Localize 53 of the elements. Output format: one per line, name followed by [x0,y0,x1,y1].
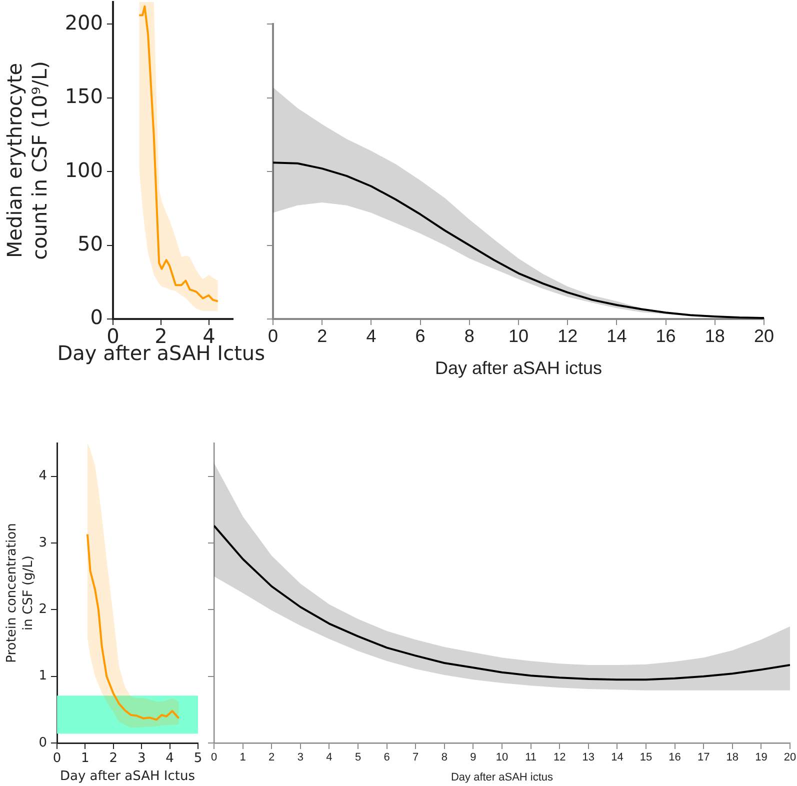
x-tick-label: 1 [240,752,246,764]
x-tick-label: 9 [470,752,476,764]
x-tick-label: 10 [496,752,508,764]
y-axis-title: Median erythrocyte count in CSF (10⁹/L) [2,61,52,260]
x-tick-label: 12 [553,752,566,764]
y-tick-label: 4 [38,468,47,484]
x-tick-label: 4 [166,750,174,766]
y-tick-label: 150 [64,84,103,108]
x-tick-label: 7 [412,752,419,764]
x-tick-label: 2 [154,324,168,348]
y-tick-label: 0 [90,305,103,330]
y-tick-label: 2 [38,602,47,618]
x-tick-label: 5 [194,750,202,766]
x-tick-label: 18 [726,752,739,764]
x-tick-label: 5 [354,752,362,764]
x-axis-title: Day after aSAH ictus [450,772,554,784]
x-tick-label: 2 [268,752,275,764]
x-tick-label: 14 [606,326,627,346]
y-tick-label: 50 [78,231,103,256]
y-axis-title: Protein concentration in CSF (g/L) [4,523,36,663]
x-tick-label: 0 [268,326,278,346]
x-tick-label: 8 [464,326,474,346]
x-tick-label: 16 [668,752,681,764]
y-tick-label: 0 [38,735,47,750]
x-tick-label: 0 [210,752,218,764]
y-tick-label: 200 [64,10,103,34]
x-tick-label: 13 [582,752,595,764]
x-tick-label: 20 [754,326,774,346]
x-tick-label: 17 [697,752,710,764]
x-tick-label: 2 [109,750,118,766]
x-tick-label: 12 [558,326,578,346]
x-tick-label: 10 [508,326,529,346]
x-tick-label: 4 [366,326,376,346]
x-tick-label: 3 [297,752,304,764]
x-tick-label: 4 [326,752,332,764]
y-tick-label: 1 [38,668,47,684]
x-tick-label: 18 [704,326,725,346]
x-tick-label: 14 [611,752,624,764]
x-tick-label: 8 [441,752,448,764]
x-tick-label: 3 [137,750,146,766]
y-tick-label: 100 [64,158,103,182]
x-tick-label: 6 [384,752,390,764]
x-tick-label: 2 [317,326,328,346]
x-tick-label: 15 [640,752,652,764]
x-axis-title: Day after aSAH Ictus [60,768,196,784]
x-tick-label: 6 [415,326,426,346]
x-tick-label: 16 [656,326,676,346]
y-tick-label: 3 [38,535,47,550]
x-tick-label: 19 [755,752,768,764]
x-axis-title: Day after aSAH ictus [434,358,602,378]
x-tick-label: 0 [52,750,62,766]
x-tick-label: 20 [784,752,796,764]
x-tick-label: 11 [525,752,537,764]
